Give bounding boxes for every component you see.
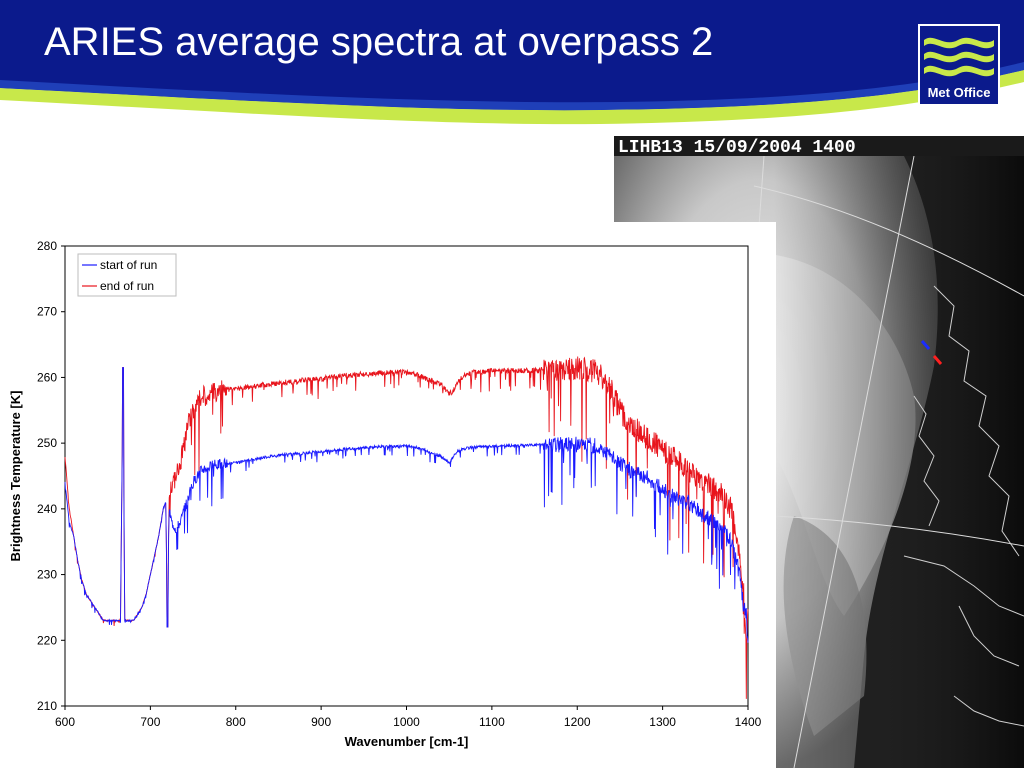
series-layer: [64, 356, 749, 699]
legend: start of run end of run: [77, 253, 177, 297]
x-axis: 600 700 800 900 1000 1100 1200 1300 1400: [55, 706, 762, 729]
plot-frame: [64, 245, 749, 707]
x-tick-label: 1300: [649, 715, 676, 729]
y-tick-label: 210: [37, 699, 57, 713]
legend-label-end: end of run: [100, 279, 154, 293]
x-tick-label: 600: [55, 715, 75, 729]
series-line-start-of-run: [64, 367, 749, 643]
spectra-chart: 210 220 230 240 250 260 270 280 600 700 800 900 100…: [0, 222, 776, 768]
y-tick-label: 250: [37, 436, 57, 450]
title-banner: [0, 0, 1024, 125]
y-tick-label: 280: [37, 239, 57, 253]
overpass-marker-end: [932, 355, 943, 365]
x-tick-label: 800: [226, 715, 246, 729]
satellite-caption: LIHB13 15/09/2004 1400: [618, 138, 856, 158]
x-tick-label: 1200: [564, 715, 591, 729]
x-tick-label: 1100: [479, 715, 505, 729]
x-tick-label: 1000: [393, 715, 420, 729]
banner-mid-wave: [0, 62, 1024, 111]
slide-title: ARIES average spectra at overpass 2: [44, 20, 714, 64]
x-tick-label: 900: [311, 715, 331, 729]
y-tick-label: 270: [37, 305, 57, 319]
x-tick-label: 700: [140, 715, 160, 729]
y-tick-label: 220: [37, 633, 57, 647]
y-tick-label: 230: [37, 568, 57, 582]
y-axis-title: Brightness Temperature [K]: [8, 391, 23, 562]
overpass-marker-start: [920, 340, 931, 350]
banner-light-wave: [0, 70, 1024, 125]
x-axis-title: Wavenumber [cm-1]: [345, 734, 469, 749]
met-office-logo: Met Office: [918, 24, 1000, 106]
y-tick-label: 240: [37, 502, 57, 516]
y-tick-label: 260: [37, 370, 57, 384]
x-tick-label: 1400: [735, 715, 762, 729]
plot-area: 210 220 230 240 250 260 270 280 600 700 800 900 100…: [37, 239, 762, 729]
y-axis: 210 220 230 240 250 260 270 280: [37, 239, 65, 713]
logo-text: Met Office: [928, 85, 991, 100]
series-line-end-of-run: [64, 356, 749, 699]
banner-background: [0, 0, 1024, 111]
legend-label-start: start of run: [100, 258, 157, 272]
legend-box: [77, 253, 177, 297]
